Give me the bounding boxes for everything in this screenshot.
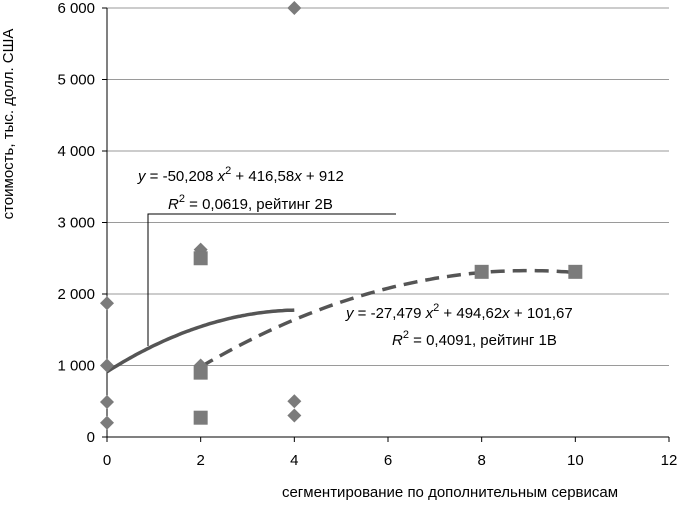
equation-1-r2: R2 = 0,0619, рейтинг 2В [168,193,333,213]
data-points [100,1,583,430]
square-marker [568,264,583,279]
y-tick-label: 6 000 [57,0,95,17]
eq2-b: + 494,62 [439,305,502,322]
square-marker [193,365,208,380]
eq2-exp: 2 [433,302,439,314]
y-tick-label: 1 000 [57,358,95,375]
y-tick-labels: 0 1 000 2 000 3 000 4 000 5 000 6 000 [57,0,95,446]
x-tick-label: 4 [290,452,298,469]
y-tick-label: 3 000 [57,215,95,232]
diamond-marker [100,394,114,409]
square-marker [193,251,208,266]
eq1-r-rest: = 0,0619, рейтинг 2В [185,196,333,213]
diamond-marker [100,415,114,430]
eq1-b: + 416,58 [231,168,294,185]
x-tick-label: 12 [661,452,678,469]
equation-2-r2: R2 = 0,4091, рейтинг 1В [392,329,557,349]
diamond-marker [100,296,114,311]
eq2-a: = -27,479 [354,305,426,322]
equation-1-formula: y = -50,208 x2 + 416,58x + 912 [137,165,344,185]
equation-2-formula: y = -27,479 x2 + 494,62x + 101,67 [345,302,573,322]
x-tick-labels: 0 2 4 6 8 10 12 [103,452,678,469]
y-axis-title: стоимость, тыс. долл. США [0,29,17,220]
x-tick-label: 0 [103,452,111,469]
diamond-marker [287,408,302,423]
y-tick-label: 2 000 [57,286,95,303]
x-tick-label: 8 [477,452,485,469]
eq1-x: x [217,168,226,185]
grid-lines [107,7,669,366]
eq1-exp: 2 [225,165,231,177]
y-tick-label: 0 [87,429,95,446]
x-tick-label: 10 [567,452,584,469]
y-tick-label: 5 000 [57,72,95,89]
square-marker [474,264,489,279]
eq1-c: + 912 [302,168,344,185]
diamond-marker [100,358,114,373]
trendline-1 [106,308,295,374]
eq2-r-rest: = 0,4091, рейтинг 1В [409,332,557,349]
eq2-c: + 101,67 [510,305,573,322]
diamond-marker [193,242,208,257]
y-tick-label: 4 000 [57,143,95,160]
eq2-r: R [392,332,403,349]
x-tick-label: 6 [384,452,392,469]
eq1-r-exp: 2 [179,193,185,205]
eq1-r: R [168,196,179,213]
axes [102,7,670,442]
eq1-a: = -50,208 [146,168,218,185]
trendline-2 [199,268,576,369]
square-marker [193,410,208,425]
x-tick-label: 2 [196,452,204,469]
x-axis-title: сегментирование по дополнительным сервис… [282,484,618,501]
eq1-y: y [137,168,147,185]
trendlines [106,268,576,374]
eq2-r-exp: 2 [403,329,409,341]
eq2-y: y [345,305,355,322]
equation-1-leader [147,213,396,346]
eq2-x: x [425,305,434,322]
eq1-x2: x [293,168,302,185]
diamond-marker [287,394,302,409]
eq2-x2: x [501,305,510,322]
diamond-marker [287,1,302,15]
